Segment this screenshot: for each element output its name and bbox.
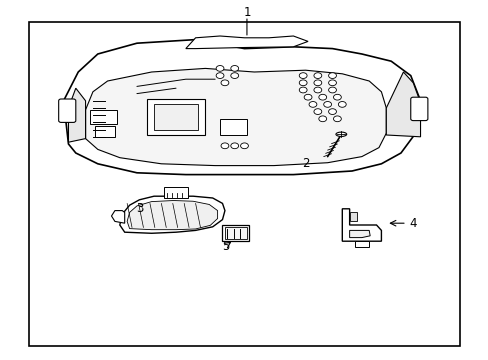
Circle shape (308, 102, 316, 107)
Circle shape (313, 87, 321, 93)
Circle shape (230, 73, 238, 78)
Polygon shape (127, 201, 217, 230)
Polygon shape (111, 211, 124, 223)
Circle shape (313, 109, 321, 114)
Circle shape (328, 87, 336, 93)
Polygon shape (85, 68, 386, 166)
Polygon shape (120, 196, 224, 233)
Text: 4: 4 (408, 217, 416, 230)
Circle shape (333, 94, 341, 100)
Text: 1: 1 (243, 6, 250, 19)
Circle shape (221, 143, 228, 149)
Bar (354, 241, 368, 247)
Bar (163, 187, 188, 198)
Polygon shape (68, 88, 85, 142)
Ellipse shape (335, 132, 346, 136)
Circle shape (230, 66, 238, 71)
Circle shape (299, 87, 306, 93)
FancyBboxPatch shape (59, 99, 76, 122)
Circle shape (304, 94, 311, 100)
Bar (224, 227, 246, 239)
Circle shape (318, 116, 326, 122)
Circle shape (328, 109, 336, 114)
Circle shape (313, 73, 321, 78)
Circle shape (221, 80, 228, 86)
Circle shape (230, 143, 238, 149)
FancyBboxPatch shape (410, 97, 427, 121)
Circle shape (338, 102, 346, 107)
Polygon shape (342, 209, 381, 241)
Circle shape (333, 116, 341, 122)
Circle shape (318, 94, 326, 100)
Circle shape (328, 73, 336, 78)
Circle shape (313, 80, 321, 86)
Polygon shape (386, 72, 420, 137)
Bar (222, 225, 249, 241)
Bar (29, 22, 459, 346)
Circle shape (216, 73, 224, 78)
Bar (146, 99, 205, 135)
Circle shape (323, 102, 331, 107)
Polygon shape (63, 40, 420, 175)
Circle shape (299, 80, 306, 86)
Bar (95, 126, 115, 137)
Bar (220, 119, 246, 135)
Circle shape (240, 143, 248, 149)
Circle shape (216, 66, 224, 71)
Circle shape (299, 73, 306, 78)
Text: 3: 3 (135, 202, 143, 215)
Bar (349, 212, 357, 221)
Bar (90, 110, 117, 124)
Polygon shape (185, 36, 307, 49)
Text: 2: 2 (301, 157, 309, 170)
Circle shape (328, 80, 336, 86)
Bar (154, 104, 198, 130)
Text: 5: 5 (222, 240, 229, 253)
Polygon shape (349, 230, 369, 238)
